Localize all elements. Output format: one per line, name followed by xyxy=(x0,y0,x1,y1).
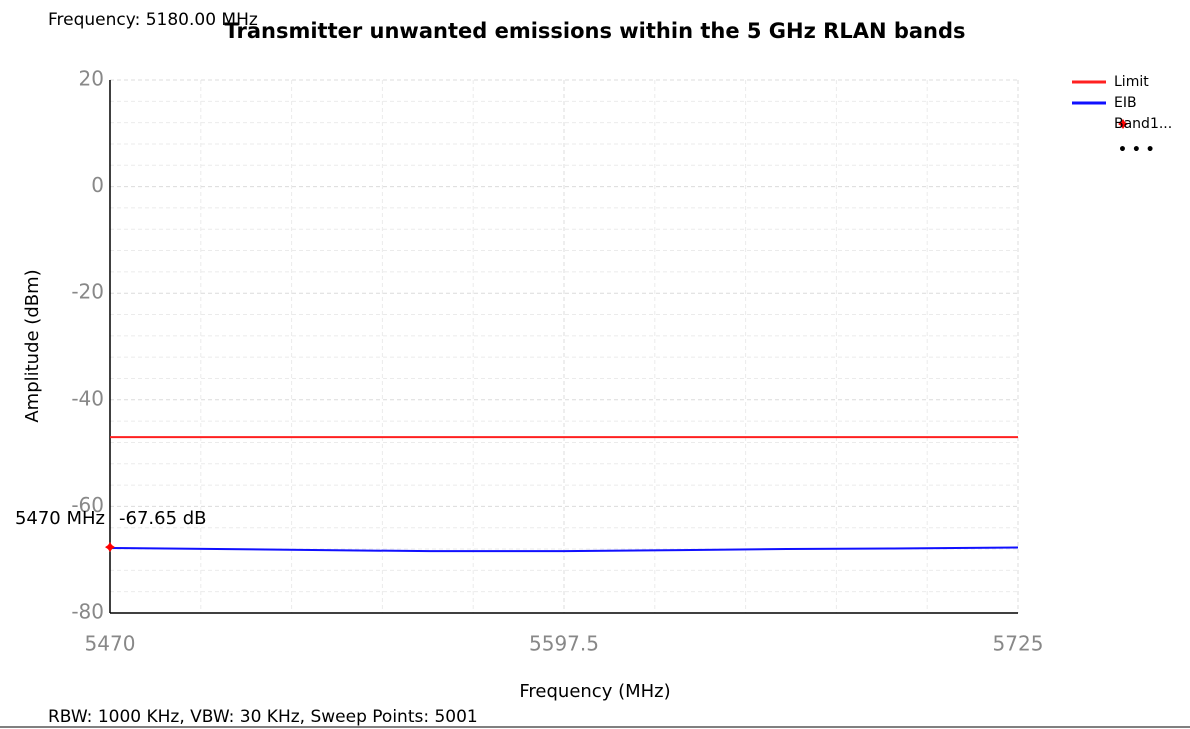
y-tick-label: -20 xyxy=(71,280,104,304)
x-tick-label: 5470 xyxy=(85,632,136,656)
marker-x-label: 5470 MHz xyxy=(15,508,105,529)
series-line xyxy=(109,546,1019,553)
y-tick-label: -80 xyxy=(71,600,104,624)
y-tick-label: 0 xyxy=(91,173,104,197)
marker-value-label: -67.65 dB xyxy=(119,508,207,529)
marker xyxy=(105,542,115,553)
chart-title: Transmitter unwanted emissions within th… xyxy=(224,19,965,43)
x-axis-label: Frequency (MHz) xyxy=(519,681,670,702)
footer-text: RBW: 1000 KHz, VBW: 30 KHz, Sweep Points… xyxy=(48,707,478,727)
legend-more: • • • xyxy=(1118,142,1155,158)
legend-marker xyxy=(1118,119,1128,129)
y-tick-label: -60 xyxy=(71,493,104,517)
legend-label: Band1... xyxy=(1114,116,1172,132)
y-tick-label: 20 xyxy=(79,67,104,91)
x-tick-label: 5597.5 xyxy=(529,632,599,656)
legend-label: EIB xyxy=(1114,95,1137,111)
x-tick-label: 5725 xyxy=(993,632,1044,656)
y-axis-label: Amplitude (dBm) xyxy=(22,269,43,422)
y-tick-label: -40 xyxy=(71,386,104,410)
header-text: Frequency: 5180.00 MHz xyxy=(48,10,258,30)
legend-label: Limit xyxy=(1114,74,1149,90)
